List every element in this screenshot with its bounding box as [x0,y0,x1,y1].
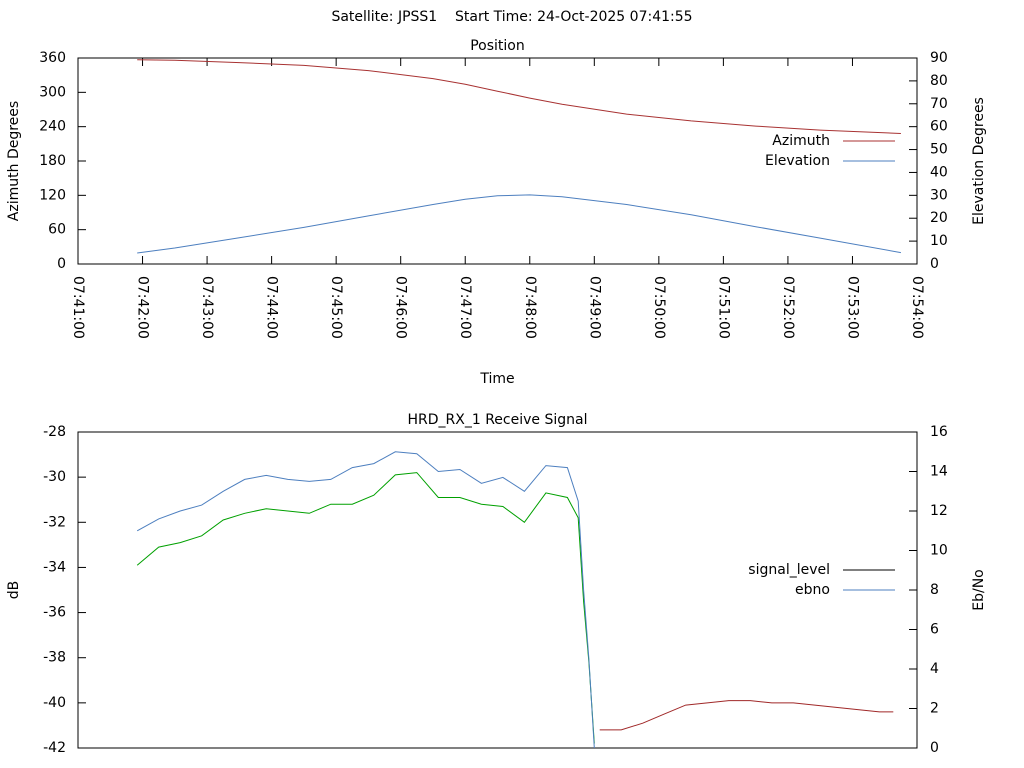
legend-label: ebno [795,582,830,598]
legend-label: signal_level [748,562,830,578]
y2-tick-label: 16 [930,424,948,440]
y-tick-label: -34 [43,559,66,575]
y-tick-label: -38 [43,650,66,666]
x-tick-label: 07:41:00 [70,276,86,339]
y2-tick-label: 10 [930,233,948,249]
x-tick-label: 07:52:00 [780,276,796,339]
y-tick-label: 300 [39,84,66,100]
y2-tick-label: 70 [930,96,948,112]
chart-title: HRD_RX_1 Receive Signal [408,412,588,428]
legend-label: Azimuth [772,133,830,149]
x-tick-label: 07:48:00 [522,276,538,339]
y2-tick-label: 0 [930,740,939,756]
x-tick-label: 07:51:00 [715,276,731,339]
x-tick-label: 07:44:00 [264,276,280,339]
y-tick-label: -30 [43,469,66,485]
y2-axis-label: Elevation Degrees [971,97,987,225]
y-tick-label: 180 [39,153,66,169]
y-tick-label: -40 [43,695,66,711]
y-tick-label: 0 [57,256,66,272]
y-tick-label: 240 [39,119,66,135]
y2-tick-label: 20 [930,210,948,226]
series-line [137,194,901,254]
legend-label: Elevation [765,153,830,169]
x-tick-label: 07:53:00 [844,276,860,339]
y2-tick-label: 30 [930,187,948,203]
y2-tick-label: 0 [930,256,939,272]
y2-tick-label: 12 [930,503,948,519]
y-tick-label: -36 [43,605,66,621]
y2-tick-label: 4 [930,661,939,677]
y-axis-label: dB [6,581,22,600]
y2-tick-label: 40 [930,164,948,180]
series-line [137,59,901,134]
page-title: Satellite: JPSS1 Start Time: 24-Oct-2025… [331,9,692,25]
y2-tick-label: 8 [930,582,939,598]
chart-title: Position [470,38,525,54]
x-tick-label: 07:47:00 [457,276,473,339]
y-axis-label: Azimuth Degrees [6,101,22,221]
y2-tick-label: 10 [930,543,948,559]
y-tick-label: 60 [48,222,66,238]
series-line [136,472,595,744]
y2-tick-label: 50 [930,142,948,158]
y-tick-label: -32 [43,514,66,530]
x-tick-label: 07:43:00 [199,276,215,339]
y-tick-label: -28 [43,424,66,440]
y-tick-label: 120 [39,187,66,203]
series-line [136,451,595,749]
y-tick-label: -42 [43,740,66,756]
x-tick-label: 07:45:00 [328,276,344,339]
x-tick-label: 07:46:00 [393,276,409,339]
y2-axis-label: Eb/No [971,569,987,611]
x-tick-label: 07:42:00 [135,276,151,339]
x-axis-label: Time [479,371,514,387]
x-tick-label: 07:54:00 [909,276,925,339]
y2-tick-label: 80 [930,73,948,89]
x-tick-label: 07:49:00 [586,276,602,339]
x-tick-label: 07:50:00 [651,276,667,339]
y2-tick-label: 60 [930,119,948,135]
y-tick-label: 360 [39,50,66,66]
y2-tick-label: 90 [930,50,948,66]
y2-tick-label: 6 [930,622,939,638]
y2-tick-label: 2 [930,701,939,717]
series-line [599,700,894,731]
y2-tick-label: 14 [930,464,948,480]
